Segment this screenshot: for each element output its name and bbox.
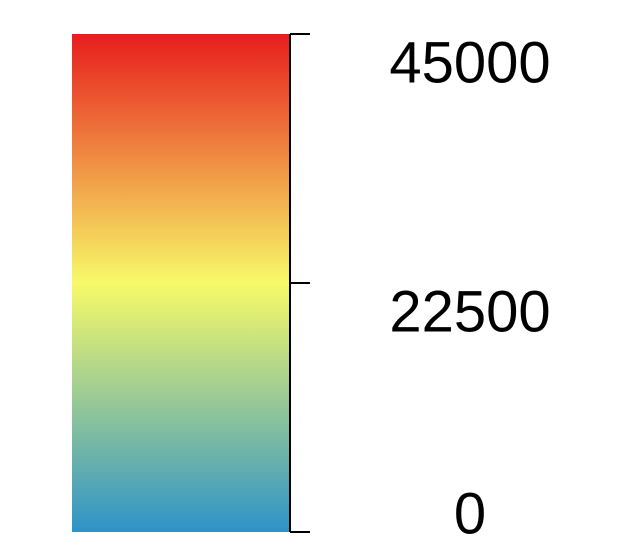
- scale-ticks: 45000 22500 0: [290, 31, 551, 547]
- color-gradient-bar: [72, 34, 290, 532]
- scale-axis: 45000 22500 0: [289, 31, 551, 547]
- tick-label: 22500: [389, 280, 550, 345]
- tick-label: 0: [454, 482, 486, 547]
- tick-label: 45000: [389, 31, 550, 96]
